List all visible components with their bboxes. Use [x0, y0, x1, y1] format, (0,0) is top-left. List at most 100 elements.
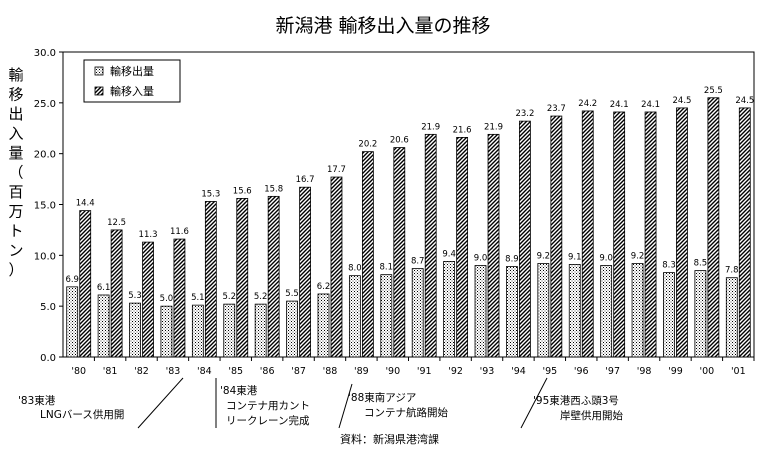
data-label-import: 15.3 [201, 189, 220, 199]
data-label-export: 8.3 [662, 261, 676, 271]
annotations: '83東港 LNGバース供用開 '84東港 コンテナ用カント リークレーン完成 … [18, 377, 623, 429]
x-tick-label: '98 [637, 366, 652, 377]
annotation-4-line-2: 岸壁供用開始 [560, 409, 623, 422]
data-label-import: 21.9 [484, 122, 503, 132]
bar-import [456, 136, 469, 358]
data-label-import: 17.7 [327, 165, 346, 175]
bar-export [380, 274, 393, 358]
bar-export [223, 303, 236, 358]
y-tick-label: 20.0 [34, 150, 56, 161]
data-label-export: 8.1 [380, 263, 394, 273]
x-tick-label: '88 [323, 366, 338, 377]
data-label-export: 9.0 [474, 254, 488, 264]
data-label-export: 9.0 [599, 254, 613, 264]
data-label-export: 9.4 [442, 249, 456, 259]
x-tick-label: '87 [291, 366, 306, 377]
data-label-import: 11.6 [170, 227, 189, 237]
bar-export [443, 261, 456, 358]
bar-export [568, 264, 581, 358]
bar-export [694, 270, 707, 358]
legend-label-import: 輸移入量 [110, 84, 154, 98]
x-tick-label: '81 [103, 366, 118, 377]
bar-import [550, 115, 563, 358]
data-label-import: 14.4 [76, 199, 95, 209]
x-tick-label: '95 [542, 366, 557, 377]
data-label-import: 24.5 [673, 96, 692, 106]
bar-import [519, 120, 531, 358]
bar-import [110, 229, 123, 358]
bar-import [738, 107, 751, 358]
annotation-3-line-1: '88東南アジア [348, 391, 416, 404]
y-axis-title: 輸移出入量（百万トン） [8, 66, 23, 279]
legend: 輸移出量 輸移入量 [83, 59, 181, 103]
bar-export [725, 277, 738, 358]
bar-import [236, 197, 249, 358]
data-label-import: 23.2 [515, 109, 534, 119]
data-label-export: 5.5 [285, 289, 299, 299]
bar-import [581, 110, 594, 358]
x-tick-label: '83 [166, 366, 181, 377]
x-tick-label: '85 [228, 366, 243, 377]
bar-export [286, 300, 298, 358]
x-tick-label: '82 [134, 366, 149, 377]
x-tick-label: '94 [511, 366, 526, 377]
x-tick-label: '84 [197, 366, 212, 377]
bar-import [299, 186, 311, 358]
bar-export [506, 266, 518, 358]
bar-export [191, 304, 204, 358]
data-label-export: 6.9 [65, 275, 79, 285]
data-label-export: 6.2 [317, 282, 331, 292]
data-label-export: 8.5 [694, 259, 708, 269]
chart-title: 新潟港 輸移出入量の推移 [275, 15, 490, 37]
x-tick-label: '93 [480, 366, 495, 377]
bar-import [330, 176, 343, 358]
x-tick-label: '97 [605, 366, 620, 377]
x-tick-label: '99 [668, 366, 683, 377]
data-label-import: 21.6 [453, 125, 472, 135]
annotation-3-line-2: コンテナ航路開始 [364, 406, 448, 419]
data-label-import: 25.5 [704, 86, 723, 96]
data-label-export: 9.1 [568, 252, 582, 262]
x-tick-label: '00 [700, 366, 715, 377]
annotation-leader-3 [338, 383, 353, 429]
data-label-export: 5.0 [160, 294, 174, 304]
bar-series: 6.9 14.4 6.1 12.5 5.3 11.3 5.0 11.6 5.1 15.3 5.2 15… [65, 86, 754, 358]
data-label-export: 9.2 [631, 251, 645, 261]
legend-swatch-import [94, 86, 104, 96]
data-label-import: 24.5 [735, 96, 754, 106]
legend-swatch-export [94, 66, 104, 76]
y-axis: 0.0 5.0 10.0 15.0 20.0 25.0 30.0 [34, 48, 63, 364]
bar-export [317, 293, 330, 358]
bar-import [676, 107, 688, 358]
bar-import [707, 97, 720, 358]
data-label-export: 5.1 [191, 293, 205, 303]
bar-import [361, 151, 374, 358]
y-tick-label: 30.0 [34, 48, 56, 59]
annotation-leader-4 [520, 377, 548, 429]
data-label-import: 24.1 [610, 100, 629, 110]
bar-import [393, 147, 406, 358]
data-label-import: 24.2 [578, 99, 597, 109]
bar-import [267, 195, 280, 358]
x-tick-label: '92 [448, 366, 463, 377]
data-label-export: 5.3 [128, 291, 142, 301]
bar-export [348, 275, 361, 358]
bar-import [173, 238, 186, 358]
data-label-import: 23.7 [547, 104, 566, 114]
data-label-export: 5.2 [254, 292, 268, 302]
data-label-import: 12.5 [107, 218, 126, 228]
data-label-import: 20.6 [390, 136, 409, 146]
annotation-1-line-2: LNGバース供用開 [40, 408, 124, 421]
x-tick-label: '01 [731, 366, 746, 377]
y-tick-label: 25.0 [34, 99, 56, 110]
y-tick-label: 0.0 [40, 353, 56, 364]
annotation-2-line-1: '84東港 [220, 384, 258, 397]
x-tick-label: '96 [574, 366, 589, 377]
data-label-export: 6.1 [97, 283, 111, 293]
legend-label-export: 輸移出量 [110, 64, 154, 78]
bar-export [129, 302, 141, 358]
bar-export [411, 268, 424, 358]
bar-export [97, 294, 110, 358]
data-label-import: 16.7 [296, 175, 315, 185]
